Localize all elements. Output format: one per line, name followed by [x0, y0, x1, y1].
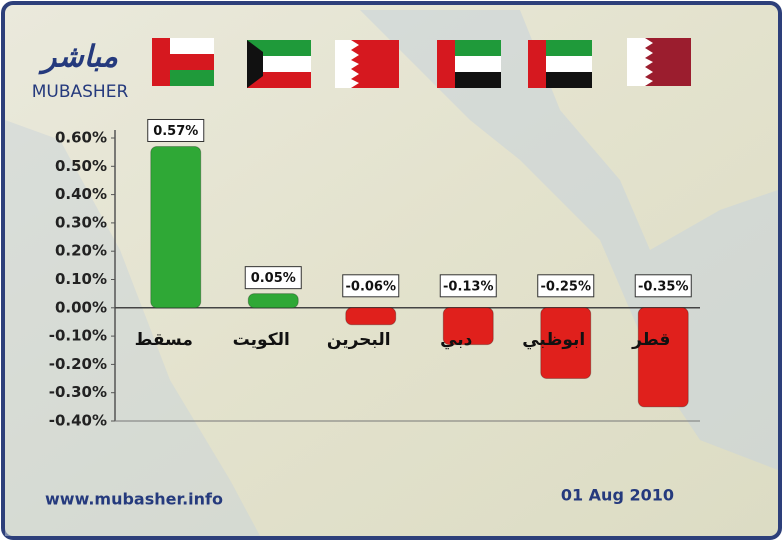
- y-tick-label: -0.30%: [49, 383, 107, 401]
- value-label-box: [439, 274, 497, 298]
- date: 01 Aug 2010: [561, 486, 674, 505]
- value-label-box: [342, 274, 400, 298]
- value-label: -0.13%: [443, 279, 494, 294]
- bar: [345, 307, 397, 326]
- x-tick-label: الكويت: [233, 330, 290, 350]
- flags: [152, 38, 691, 88]
- value-label: -0.25%: [541, 279, 592, 294]
- x-tick-label: البحرين: [327, 330, 391, 350]
- y-tick-label: -0.40%: [49, 412, 107, 430]
- bar: [247, 293, 299, 309]
- value-label-box: [537, 274, 595, 298]
- sea: [5, 120, 260, 536]
- value-label-box: [634, 274, 692, 298]
- y-tick-label: 0.20%: [55, 242, 107, 260]
- value-label: -0.06%: [346, 279, 397, 294]
- x-tick-label: مسقط: [135, 330, 193, 350]
- x-tick-label: قطر: [631, 330, 670, 350]
- bar: [637, 307, 689, 408]
- x-tick-label: ابوظبي: [522, 330, 585, 350]
- logo-arabic: مباشر: [38, 40, 118, 75]
- y-tick-label: 0.30%: [55, 213, 107, 231]
- bar: [150, 145, 202, 309]
- value-label: 0.05%: [251, 271, 296, 286]
- y-tick-label: 0.10%: [55, 270, 107, 288]
- value-label-box: [244, 266, 302, 290]
- y-tick-label: -0.10%: [49, 327, 107, 345]
- x-tick-label: دبي: [440, 330, 473, 350]
- source: www.mubasher.info: [45, 490, 223, 509]
- y-tick-label: 0.40%: [55, 185, 107, 203]
- bar: [442, 307, 494, 346]
- logo-latin: MUBASHER: [32, 82, 129, 102]
- value-label-box: [147, 118, 205, 142]
- y-tick-label: -0.20%: [49, 355, 107, 373]
- bar: [540, 307, 592, 380]
- y-tick-label: 0.50%: [55, 157, 107, 175]
- y-tick-label: 0.00%: [55, 298, 107, 316]
- y-tick-label: 0.60%: [55, 129, 107, 147]
- value-label: -0.35%: [638, 279, 689, 294]
- value-label: 0.57%: [153, 124, 198, 139]
